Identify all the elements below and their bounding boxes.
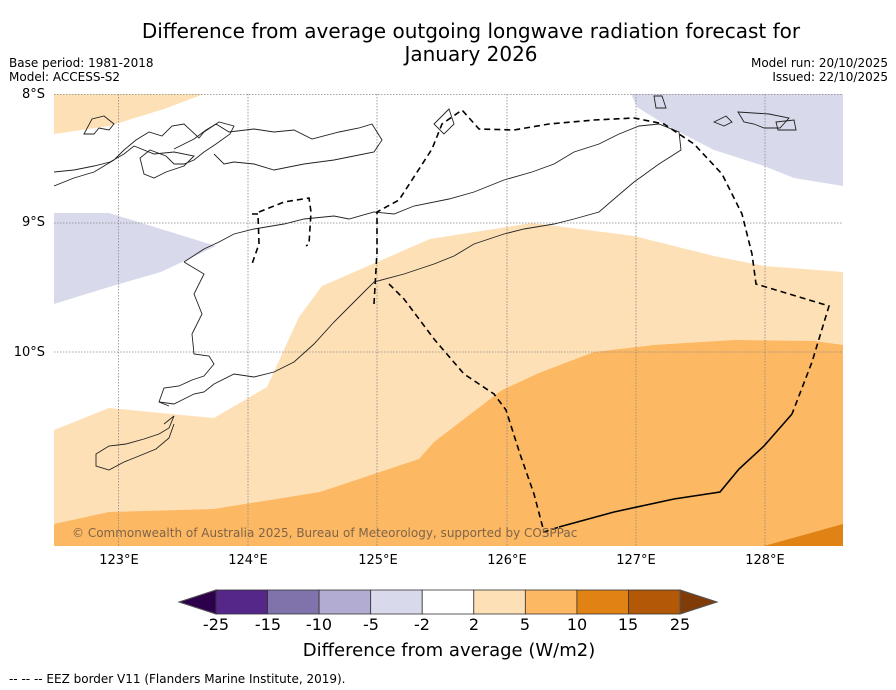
colorbar-over-triangle xyxy=(679,589,718,615)
issued-date: Issued: 22/10/2025 xyxy=(772,70,888,84)
meta-right: Model run: 20/10/2025 Issued: 22/10/2025 xyxy=(751,56,888,84)
colorbar-bin xyxy=(473,589,526,615)
colorbar-bin xyxy=(215,589,268,615)
cb-tick: 10 xyxy=(566,615,588,634)
lon-label-125e: 125°E xyxy=(358,553,398,568)
coastline-timor xyxy=(158,123,682,405)
map-credit: © Commonwealth of Australia 2025, Bureau… xyxy=(72,526,577,540)
colorbar-bin xyxy=(267,589,320,615)
gridlines xyxy=(54,94,843,546)
lat-label-9s: 9°S xyxy=(21,215,45,230)
lat-label-8s: 8°S xyxy=(21,87,45,102)
coastline-island-ne3 xyxy=(737,111,790,129)
region-dark-orange-se xyxy=(764,524,843,546)
cb-tick: 5 xyxy=(519,615,531,634)
cb-tick: 2 xyxy=(468,615,480,634)
cb-tick: -15 xyxy=(254,615,282,634)
model-name: Model: ACCESS-S2 xyxy=(9,70,121,84)
colorbar-bin xyxy=(318,589,372,615)
coastlines xyxy=(54,95,797,471)
eez-border-solid xyxy=(558,413,793,528)
lon-label-128e: 128°E xyxy=(745,553,785,568)
coastline-timor-west xyxy=(158,261,215,407)
lon-label-123e: 123°E xyxy=(99,553,139,568)
coastline-small-island-nw xyxy=(83,115,115,135)
coastline-island-ne1 xyxy=(653,95,667,109)
title-line-2: January 2026 xyxy=(404,42,538,66)
coastline-island-ne4 xyxy=(775,119,797,131)
cb-tick: -2 xyxy=(414,615,430,634)
coastline-flores-islands xyxy=(54,121,235,187)
region-light-purple-w xyxy=(54,213,216,304)
coastline-alor-wetar xyxy=(173,123,383,171)
eez-legend-note: -- -- -- EEZ border V11 (Flanders Marine… xyxy=(9,672,346,686)
colorbar-bins xyxy=(215,589,681,615)
coastline-island-ne2 xyxy=(712,115,733,127)
cb-tick: -25 xyxy=(202,615,230,634)
cb-tick: 15 xyxy=(617,615,639,634)
lon-label-126e: 126°E xyxy=(487,553,527,568)
lat-label-10s: 10°S xyxy=(13,345,45,360)
cb-tick: -10 xyxy=(305,615,333,634)
cb-tick: 25 xyxy=(669,615,691,634)
lon-label-124e: 124°E xyxy=(228,553,268,568)
map-canvas: © Commonwealth of Australia 2025, Bureau… xyxy=(54,94,843,546)
coastline-island-atauro xyxy=(433,108,455,135)
colorbar-label: Difference from average (W/m2) xyxy=(302,640,596,661)
coastline-rote xyxy=(95,415,175,471)
region-orange-south xyxy=(54,340,843,546)
lon-label-127e: 127°E xyxy=(616,553,656,568)
colorbar-bin xyxy=(576,589,629,615)
region-light-orange-nw xyxy=(54,94,204,134)
colorbar-under-triangle xyxy=(178,589,217,615)
meta-left: Base period: 1981-2018 Model: ACCESS-S2 xyxy=(9,56,154,84)
title-line-1: Difference from average outgoing longwav… xyxy=(141,19,801,43)
colorbar-bin xyxy=(524,589,578,615)
model-run: Model run: 20/10/2025 xyxy=(750,56,888,70)
eez-border xyxy=(251,108,830,534)
colorbar-bin xyxy=(628,589,681,615)
colorbar xyxy=(178,589,718,615)
map-title: Difference from average outgoing longwav… xyxy=(0,20,896,66)
colorbar-bin xyxy=(421,589,475,615)
base-period: Base period: 1981-2018 xyxy=(9,56,154,70)
colorbar-bin xyxy=(370,589,423,615)
region-light-purple-ne xyxy=(631,94,843,186)
cb-tick: -5 xyxy=(363,615,379,634)
